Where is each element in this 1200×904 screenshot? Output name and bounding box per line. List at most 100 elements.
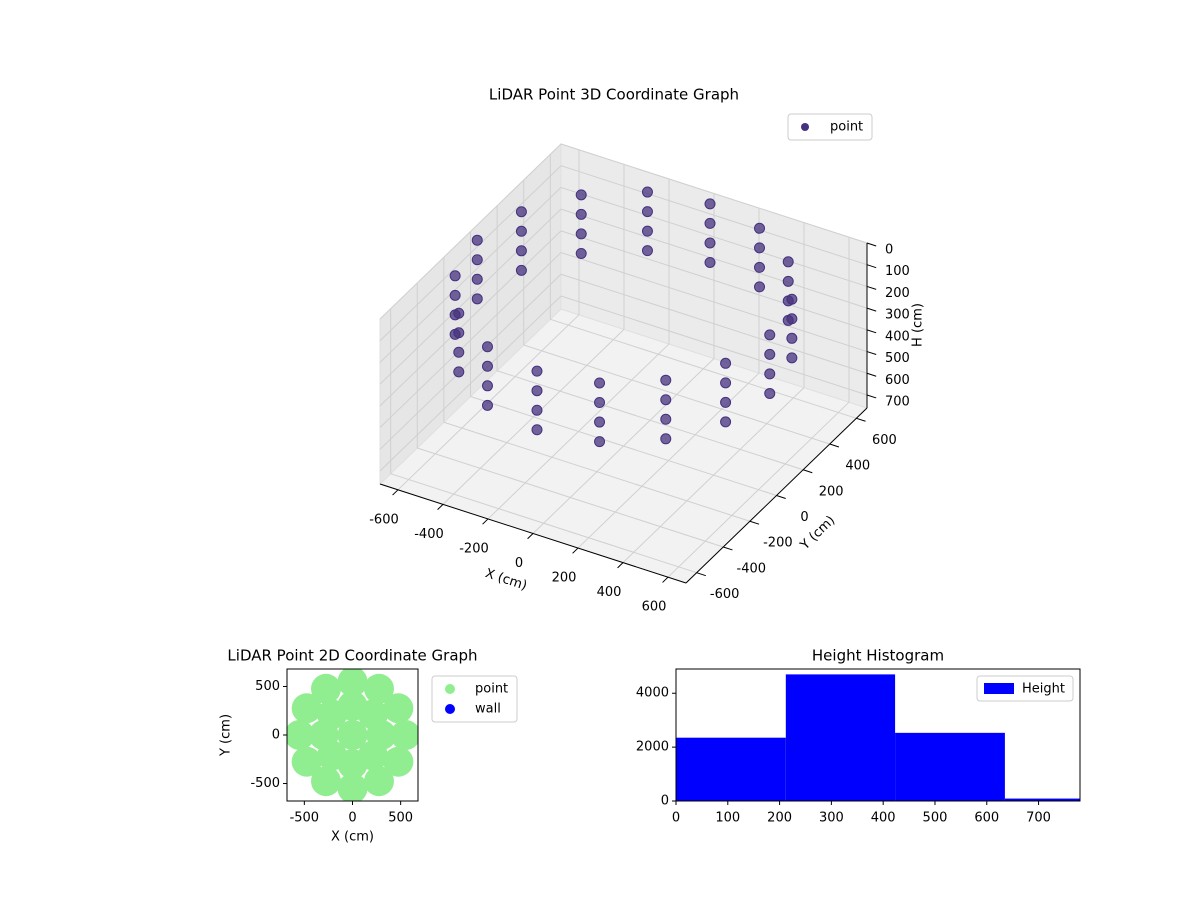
point: [357, 740, 388, 771]
grid-line: [523, 344, 830, 445]
z-tick-label: 300: [885, 308, 910, 323]
tick-mark: [696, 572, 706, 577]
x-tick-label: 300: [819, 811, 844, 826]
tick-mark: [856, 417, 866, 422]
z-tick-label: 700: [885, 394, 910, 409]
point: [704, 256, 716, 268]
tick-mark: [866, 307, 877, 312]
grid-line: [470, 396, 777, 496]
tick-mark: [866, 285, 877, 290]
z-tick-label: 600: [885, 373, 910, 388]
tick-mark: [723, 546, 733, 551]
point: [453, 346, 465, 358]
bar: [895, 732, 1005, 801]
point: [481, 399, 493, 411]
point: [764, 368, 776, 380]
point: [594, 416, 606, 428]
grid-line: [443, 421, 751, 522]
point: [449, 270, 461, 282]
y-tick-label: 200: [819, 484, 844, 499]
grid-line: [560, 252, 868, 353]
point: [515, 245, 527, 257]
point: [786, 332, 798, 344]
y-tick-label: -400: [737, 561, 767, 576]
chart-title: LiDAR Point 2D Coordinate Graph: [227, 647, 477, 665]
z-axis-label: H (cm): [911, 303, 926, 347]
y-tick-label: 0: [800, 510, 808, 525]
point: [704, 237, 716, 249]
x-tick-label: 500: [923, 811, 948, 826]
point: [337, 669, 368, 697]
point: [754, 281, 766, 293]
point: [660, 394, 672, 406]
tick-mark: [866, 351, 877, 355]
grid-line: [560, 208, 868, 309]
point: [363, 766, 394, 797]
x-tick-label: 0: [515, 556, 523, 571]
y-tick-label: -200: [763, 536, 793, 551]
point: [754, 222, 766, 234]
point: [481, 360, 493, 372]
x-tick-label: -400: [414, 527, 444, 542]
tick-mark: [662, 576, 669, 583]
point: [390, 720, 418, 750]
y-axis-line: [685, 407, 868, 584]
point: [754, 261, 766, 273]
point: [641, 225, 653, 237]
x-tick-label: 200: [552, 571, 577, 586]
tick-mark: [437, 504, 444, 510]
plot-area: [676, 674, 1080, 801]
z-tick-label: 0: [885, 243, 893, 258]
point: [531, 404, 543, 416]
point: [337, 720, 368, 750]
grid-line: [379, 208, 562, 385]
tick-mark: [776, 495, 786, 499]
tick-mark: [866, 394, 877, 399]
legend-box: [976, 675, 1074, 702]
y-tick-label: -600: [710, 587, 740, 602]
legend-marker: [801, 123, 809, 131]
point: [287, 720, 315, 750]
grid-line: [560, 295, 868, 396]
point: [481, 341, 493, 353]
grid-line: [560, 165, 868, 266]
point: [291, 693, 322, 724]
grid-line: [550, 318, 857, 419]
point: [449, 328, 461, 340]
grid-line: [379, 165, 562, 342]
x-axis-label: X (cm): [331, 830, 374, 845]
point: [641, 245, 653, 257]
tick-mark: [866, 264, 877, 269]
x-tick-label: 400: [871, 811, 896, 826]
y-tick-label: 0: [272, 728, 280, 743]
grid-line: [379, 252, 562, 428]
point: [594, 436, 606, 448]
point: [311, 673, 342, 704]
grid-line: [379, 230, 562, 407]
x-tick-label: 500: [388, 811, 413, 826]
tick-mark: [829, 443, 840, 448]
bar: [676, 737, 786, 801]
y-tick-label: 0: [661, 794, 669, 809]
grid-line: [496, 370, 804, 471]
y-axis-label: Y (cm): [219, 714, 234, 757]
x-tick-label: 400: [597, 585, 622, 600]
grid-line: [379, 273, 562, 450]
legend-marker: [445, 684, 455, 694]
point: [449, 289, 461, 301]
point: [782, 275, 794, 287]
legend-label: wall: [475, 702, 501, 717]
tick-mark: [392, 489, 399, 496]
x-axis-line: [379, 483, 687, 584]
chart-title: Height Histogram: [812, 647, 944, 665]
point: [660, 413, 672, 425]
point: [363, 673, 394, 704]
x-tick-label: 600: [642, 600, 667, 615]
grid-line: [379, 143, 562, 320]
point: [704, 217, 716, 229]
y-tick-label: 400: [845, 459, 870, 474]
point: [575, 208, 587, 220]
point: [641, 186, 653, 198]
legend-marker: [445, 704, 455, 714]
